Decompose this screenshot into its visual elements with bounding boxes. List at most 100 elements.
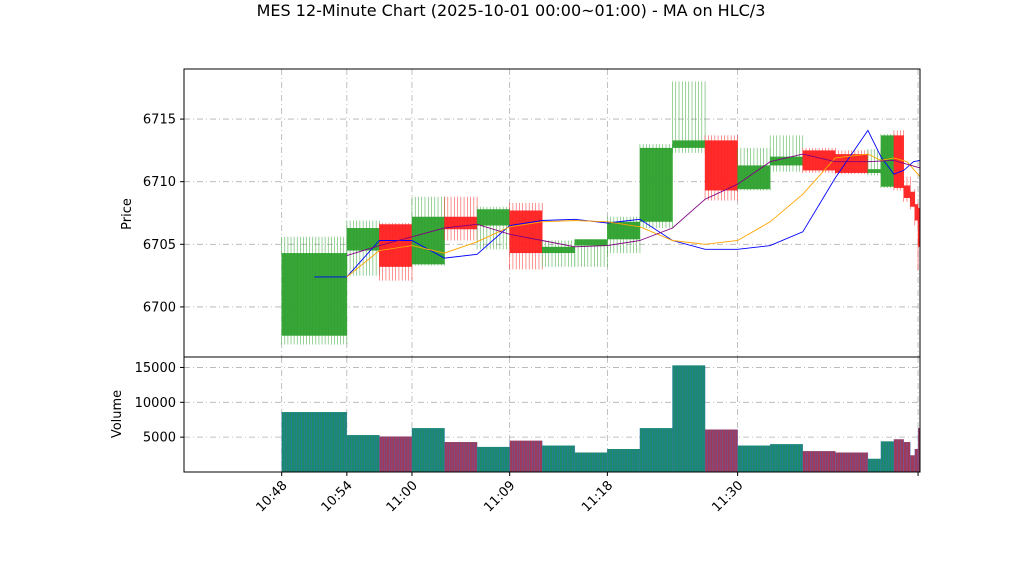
volume-bar	[574, 452, 608, 472]
candle	[346, 220, 380, 276]
candle	[444, 196, 478, 241]
volume-bar	[346, 435, 380, 472]
volume-bar	[509, 440, 543, 472]
candle	[704, 135, 738, 201]
candle-body	[379, 224, 412, 267]
moving-average-line	[346, 153, 921, 278]
candle	[541, 240, 576, 267]
candle	[476, 206, 510, 250]
volume-tick-label: 15000	[135, 361, 176, 376]
candle-body	[444, 216, 478, 230]
candle-body	[802, 150, 836, 171]
volume-bar-body	[705, 429, 738, 472]
volume-bar	[802, 451, 836, 472]
volume-bar	[444, 442, 478, 472]
volume-bar	[769, 444, 804, 472]
candle-body	[918, 207, 920, 247]
candle	[574, 239, 608, 267]
time-tick-label: 10:48	[253, 478, 290, 515]
volume-bar	[476, 446, 510, 472]
candle-body	[910, 191, 915, 207]
candle	[909, 189, 916, 210]
volume-bar	[903, 442, 911, 472]
moving-average-line	[346, 153, 921, 257]
price-tick-label: 6710	[143, 175, 176, 190]
volume-bar-body	[672, 365, 706, 472]
volume-bar	[909, 455, 916, 472]
volume-bar-body	[607, 449, 640, 472]
price-y-axis: 6700 6705 6710 6715	[143, 113, 184, 315]
candle	[737, 147, 771, 191]
volume-bar	[893, 439, 904, 472]
candle	[769, 135, 804, 172]
candle-body	[574, 239, 608, 246]
volume-bar-body	[867, 458, 881, 472]
volume-bar-body	[444, 442, 478, 472]
volume-bar	[639, 428, 673, 472]
candle-body	[705, 140, 738, 191]
volume-bar	[835, 452, 869, 472]
volume-bar	[704, 429, 738, 472]
volume-tick-label: 10000	[135, 396, 176, 411]
volume-bar	[880, 441, 895, 472]
price-tick-label: 6715	[143, 113, 176, 128]
volume-bar	[867, 458, 882, 472]
candle-body	[542, 246, 575, 254]
candle	[639, 144, 673, 229]
volume-plot-marks	[281, 365, 921, 472]
volume-panel-frame	[183, 356, 921, 473]
candle	[281, 236, 348, 345]
candle-body	[281, 253, 347, 336]
x-axis: 10:48 10:54 11:00 11:09 11:18 11:30	[253, 472, 919, 515]
time-tick-label: 11:00	[384, 478, 421, 515]
volume-bar-body	[346, 435, 380, 472]
volume-tick-label: 5000	[143, 431, 176, 446]
candle-body	[411, 216, 445, 265]
volume-bar-body	[802, 451, 836, 472]
volume-bar	[541, 445, 576, 472]
volume-bar	[914, 449, 919, 472]
time-tick-label: 11:18	[579, 478, 616, 515]
volume-bar-body	[914, 449, 919, 472]
volume-bar	[737, 445, 771, 472]
candle-body	[672, 140, 706, 148]
chart-title: MES 12-Minute Chart (2025-10-01 00:00~01…	[257, 1, 766, 20]
candle-body	[737, 165, 771, 190]
volume-bar	[281, 412, 348, 472]
volume-bar-body	[910, 455, 915, 472]
candle-body	[903, 185, 911, 198]
candle-body	[477, 209, 510, 226]
candle-body	[607, 221, 640, 240]
volume-bar-body	[477, 446, 510, 472]
volume-bar-body	[737, 445, 771, 472]
volume-bar-body	[411, 428, 445, 472]
candle	[379, 223, 413, 281]
candle	[914, 202, 919, 226]
volume-bar-body	[880, 441, 894, 472]
volume-bar	[411, 428, 445, 472]
price-tick-label: 6705	[143, 238, 176, 253]
candle-body	[770, 156, 803, 166]
volume-bar	[607, 449, 641, 472]
volume-bar-body	[542, 445, 575, 472]
volume-bar-body	[770, 444, 803, 472]
volume-y-axis: 5000 10000 15000	[135, 361, 184, 446]
candle-body	[835, 154, 868, 173]
time-tick-label: 11:30	[709, 478, 746, 515]
candle-body	[914, 204, 919, 221]
volume-bar	[672, 365, 706, 472]
candle-body	[346, 228, 380, 251]
volume-bar	[379, 436, 413, 472]
candle-body	[639, 147, 673, 222]
time-tick-label: 10:54	[319, 478, 356, 515]
candle	[672, 81, 706, 153]
volume-bar-body	[574, 452, 608, 472]
volume-bar-body	[918, 428, 920, 472]
candle-body	[509, 210, 543, 254]
volume-bar-body	[509, 440, 543, 472]
time-tick-label: 11:09	[481, 478, 518, 515]
candle	[903, 176, 911, 202]
volume-bar-body	[379, 436, 412, 472]
candle-body	[867, 169, 881, 173]
